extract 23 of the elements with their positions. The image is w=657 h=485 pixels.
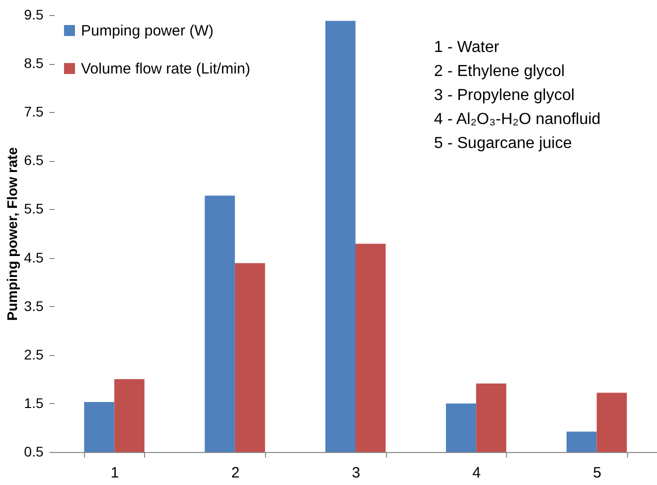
y-tick-label: 4.5	[24, 249, 44, 266]
y-tick-label: 6.5	[24, 152, 44, 168]
y-tick-label: 1.5	[24, 394, 44, 411]
y-axis-title: Pumping power, Flow rate	[4, 147, 20, 321]
y-tick-label: 3.5	[24, 298, 44, 314]
x-tick-label: 4	[472, 464, 481, 482]
y-tick-label: 5.5	[24, 200, 44, 217]
x-tick-label: 1	[110, 464, 119, 482]
annotation: 1 - Water	[434, 39, 500, 56]
annotation: 3 - Propylene glycol	[434, 87, 575, 104]
annotation: 5 - Sugarcane juice	[434, 135, 572, 152]
legend-label: Pumping power (W)	[81, 22, 214, 40]
y-tick-label: 2.5	[24, 346, 44, 362]
annotation: 4 - Al₂O₃-H₂O nanofluid	[434, 111, 601, 128]
annotation: 2 - Ethylene glycol	[434, 63, 565, 80]
x-tick-label: 3	[352, 464, 360, 482]
y-tick-label: 9.5	[24, 6, 44, 22]
y-tick-label: 7.5	[24, 104, 44, 120]
legend-label: Volume flow rate (Lit/min)	[81, 60, 250, 78]
x-tick-label: 5	[593, 464, 602, 482]
y-tick-label: 8.5	[24, 55, 44, 72]
x-tick-label: 2	[231, 464, 240, 482]
y-tick-label: 0.5	[24, 444, 44, 460]
